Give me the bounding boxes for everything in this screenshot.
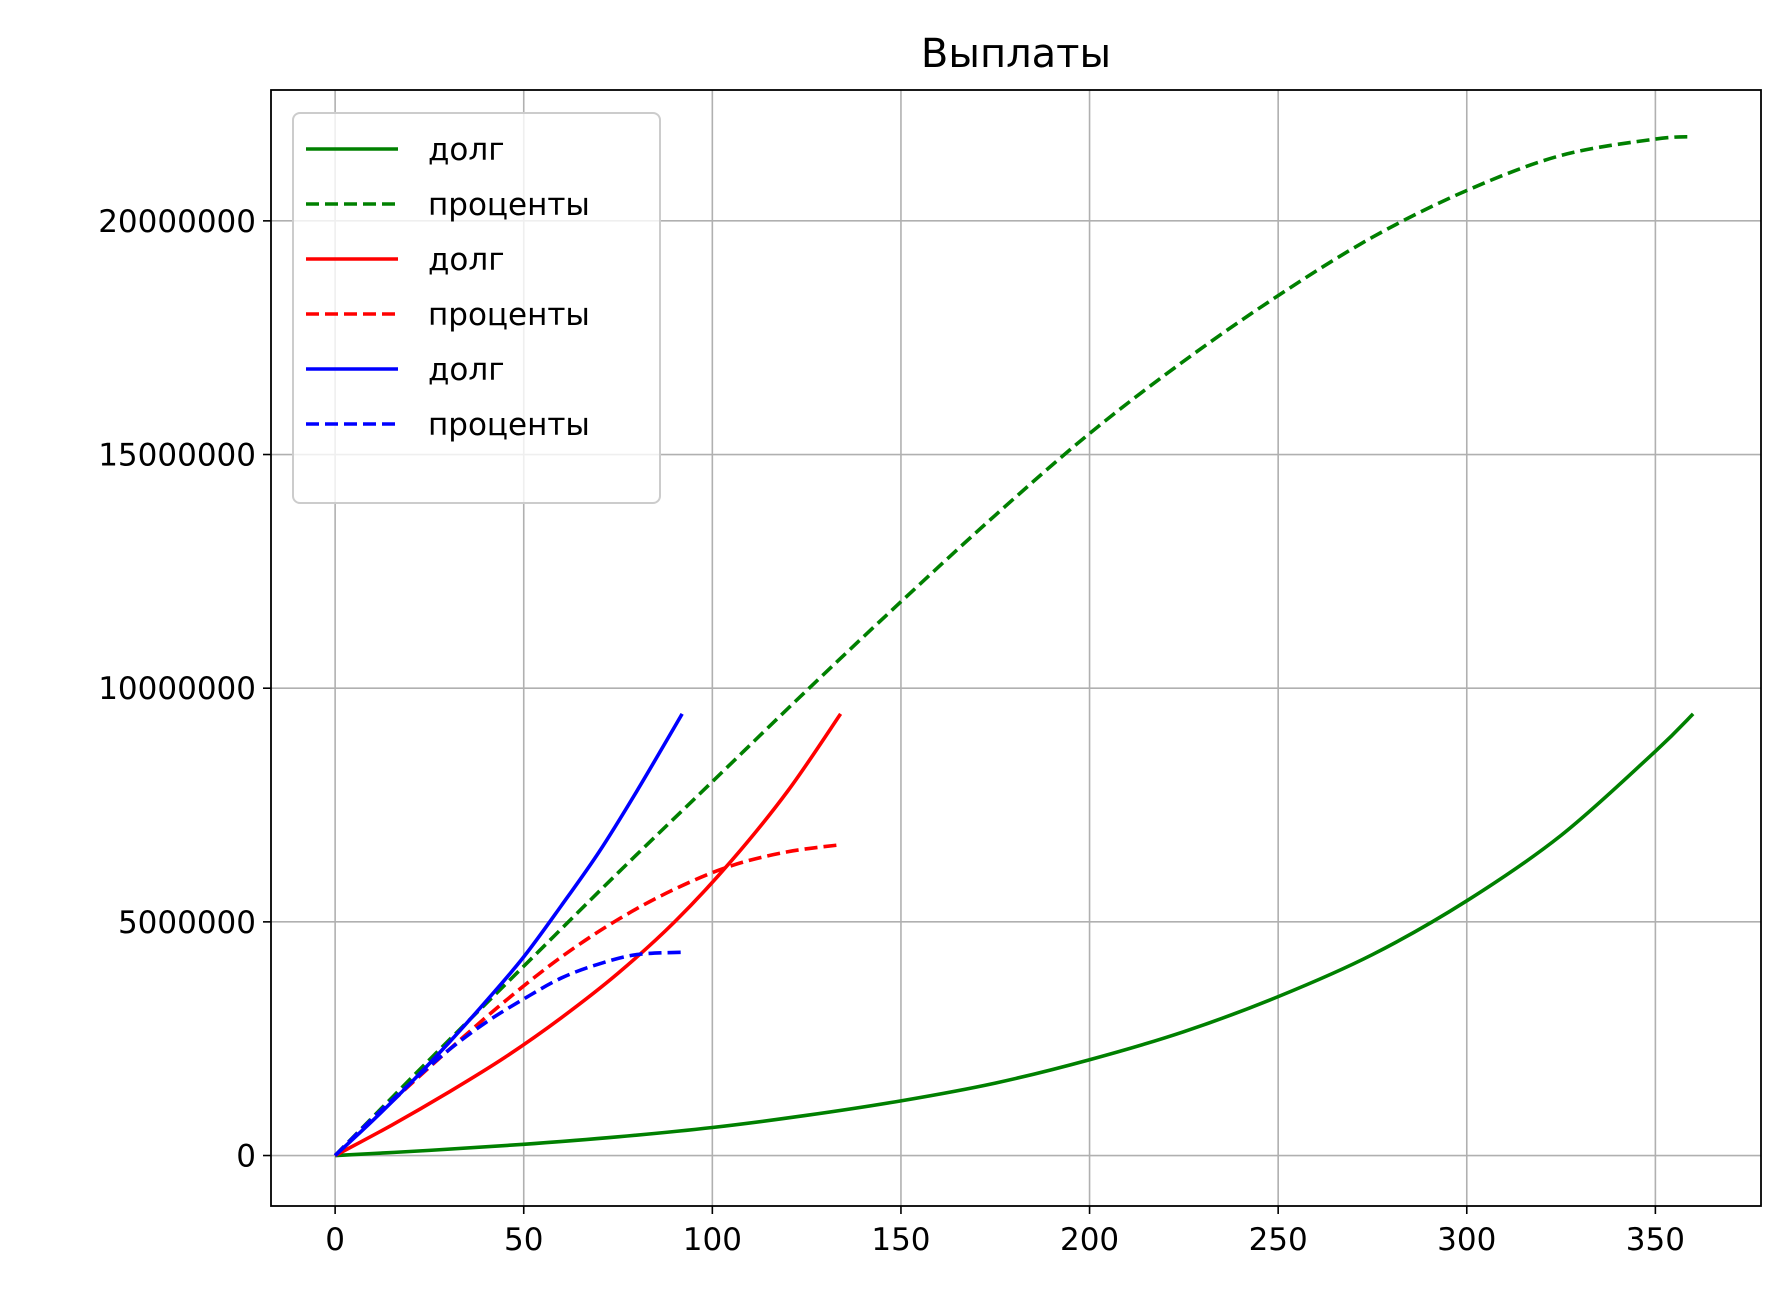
y-tick-label: 15000000 [98,438,256,474]
x-tick-label: 300 [1437,1222,1496,1258]
chart-title: Выплаты [921,31,1111,77]
x-tick-label: 150 [871,1222,930,1258]
legend-label: долг [428,132,505,168]
legend-label: проценты [428,187,590,223]
x-tick-label: 250 [1249,1222,1308,1258]
x-tick-label: 50 [504,1222,543,1258]
y-tick-label: 0 [236,1139,256,1175]
y-tick-label: 20000000 [98,204,256,240]
x-tick-label: 0 [325,1222,345,1258]
legend-label: проценты [428,407,590,443]
y-tick-label: 5000000 [118,905,256,941]
legend-label: долг [428,242,505,278]
legend: долг проценты долг проценты долг проценты [293,113,660,503]
legend-label: проценты [428,297,590,333]
x-tick-label: 350 [1626,1222,1685,1258]
y-tick-label: 10000000 [98,671,256,707]
x-tick-label: 200 [1060,1222,1119,1258]
legend-label: долг [428,352,505,388]
x-tick-label: 100 [683,1222,742,1258]
